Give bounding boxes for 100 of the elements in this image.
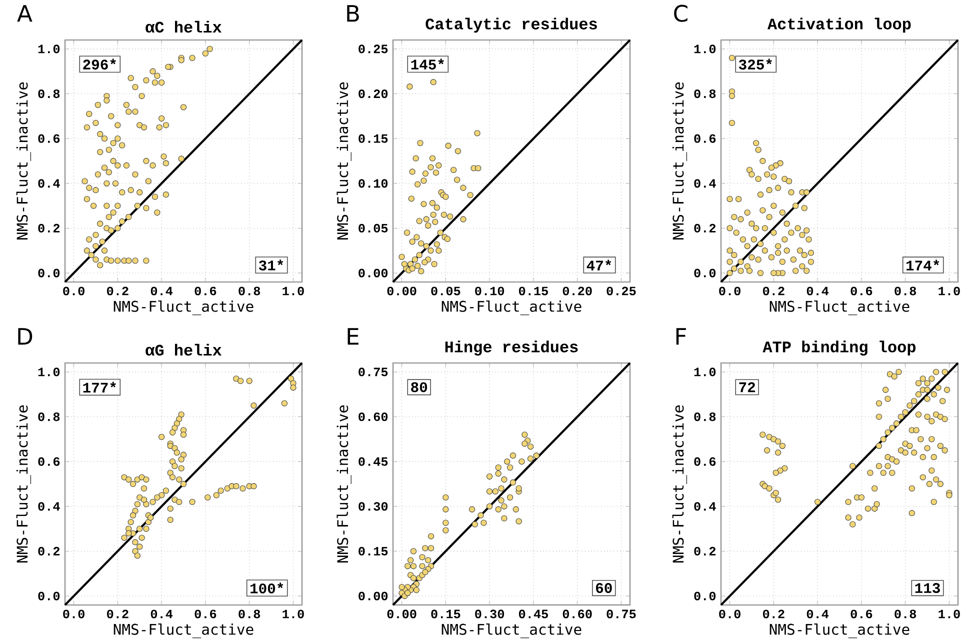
point — [437, 230, 444, 236]
point — [446, 213, 454, 220]
point — [423, 216, 430, 222]
y-tick-label: 0.8 — [38, 412, 60, 422]
point — [408, 196, 415, 202]
point — [428, 164, 434, 170]
y-tick-label: 0.00 — [358, 268, 388, 278]
point — [444, 236, 450, 242]
annotation: 325* — [738, 58, 772, 70]
y-tick-label: 0.75 — [358, 368, 388, 376]
x-axis-title: NMS-Fluct_active — [770, 623, 910, 638]
x-tick-label: 0.60 — [562, 610, 592, 618]
annotation: 113 — [915, 583, 940, 594]
x-tick-label: 0.0 — [63, 286, 84, 296]
x-tick-label: 1.0 — [938, 610, 960, 618]
point — [436, 248, 442, 254]
y-tick-label: 0.15 — [358, 134, 388, 143]
point — [423, 243, 430, 250]
y-tick-label: 0.4 — [694, 179, 716, 188]
point — [434, 241, 440, 248]
y-tick-label: 0.4 — [38, 502, 60, 511]
annotation: 145* — [411, 58, 444, 70]
x-tick-label: 0.4 — [150, 610, 173, 618]
point — [467, 192, 474, 198]
point — [429, 200, 436, 206]
chart-title: αC helix — [146, 20, 222, 33]
point — [414, 181, 421, 188]
y-tick-label: 0.2 — [694, 546, 716, 556]
point — [460, 216, 466, 222]
y-tick-label: 0.0 — [38, 592, 60, 600]
x-tick-label: 1.0 — [282, 610, 304, 618]
x-tick-label: 0.6 — [850, 610, 872, 618]
y-tick-label: 0.4 — [38, 179, 60, 188]
text: E — [348, 328, 358, 345]
x-tick-label: 0.75 — [606, 610, 636, 618]
point — [431, 260, 438, 268]
annotation: 60 — [596, 583, 612, 594]
point — [436, 162, 442, 169]
point — [430, 212, 436, 218]
y-tick-label: 0.30 — [358, 502, 388, 511]
point — [450, 166, 457, 174]
point — [442, 194, 449, 200]
x-tick-label: 0.8 — [238, 610, 260, 618]
x-axis-title: NMS-Fluct_active — [442, 623, 582, 638]
y-axis-title: NMS-Fluct_inactive — [336, 405, 352, 562]
text: F — [676, 328, 686, 345]
y-tick-label: 0.15 — [358, 546, 388, 556]
point — [445, 142, 452, 149]
point — [422, 170, 429, 177]
point — [474, 130, 480, 136]
y-axis-title: NMS-Fluct_inactive — [672, 405, 687, 562]
x-axis-title: NMS-Fluct_active — [114, 623, 254, 638]
text: C — [674, 4, 688, 22]
x-axis-title: NMS-Fluct_active — [770, 300, 910, 316]
x-axis-title: NMS-Fluct_active — [442, 300, 582, 316]
y-tick-label: 0.0 — [38, 268, 60, 278]
point — [432, 170, 440, 176]
point — [414, 234, 420, 240]
point — [454, 148, 462, 154]
point — [460, 184, 466, 191]
chart-title: αG helix — [146, 344, 222, 356]
y-tick-label: 0.20 — [358, 89, 388, 98]
y-tick-label: 0.2 — [38, 546, 60, 556]
x-tick-label: 1.0 — [938, 286, 960, 296]
y-tick-label: 0.25 — [358, 44, 388, 54]
y-tick-label: 0.8 — [694, 412, 716, 422]
y-axis-title: NMS-Fluct_inactive — [672, 82, 687, 240]
y-axis-title: NMS-Fluct_inactive — [16, 405, 31, 562]
point — [475, 165, 482, 172]
point — [422, 259, 428, 266]
x-tick-label: 0.4 — [806, 286, 829, 296]
point — [412, 256, 418, 263]
text: A — [17, 5, 32, 22]
x-tick-label: 0.6 — [194, 610, 216, 618]
x-tick-label: 0.25 — [606, 286, 636, 296]
y-tick-label: 0.8 — [694, 89, 716, 98]
chart-title: ATP binding loop — [762, 340, 916, 356]
y-tick-label: 0.60 — [358, 412, 388, 422]
point — [409, 168, 416, 175]
y-axis-title: NMS-Fluct_inactive — [16, 82, 31, 240]
annotation: 100* — [250, 582, 284, 594]
x-tick-label: 1.0 — [282, 286, 304, 296]
y-tick-label: 0.8 — [38, 89, 60, 98]
x-tick-label: 0.00 — [387, 286, 416, 296]
annotation: 31* — [258, 260, 284, 270]
x-tick-label: 0.8 — [894, 286, 916, 296]
x-tick-label: 0.6 — [850, 286, 872, 296]
x-tick-label: 0.00 — [387, 610, 416, 618]
x-tick-label: 0.0 — [719, 286, 740, 296]
x-tick-label: 0.4 — [150, 286, 173, 296]
y-tick-label: 0.0 — [694, 592, 716, 600]
chart-title: Activation loop — [767, 18, 911, 33]
y-tick-label: 0.45 — [358, 457, 388, 466]
x-tick-label: 0.2 — [762, 610, 784, 618]
point — [430, 79, 436, 86]
x-tick-label: 0.30 — [475, 610, 504, 618]
point — [428, 248, 434, 254]
x-tick-label: 0.45 — [518, 610, 548, 618]
y-tick-label: 0.6 — [694, 457, 716, 466]
point — [398, 254, 405, 260]
